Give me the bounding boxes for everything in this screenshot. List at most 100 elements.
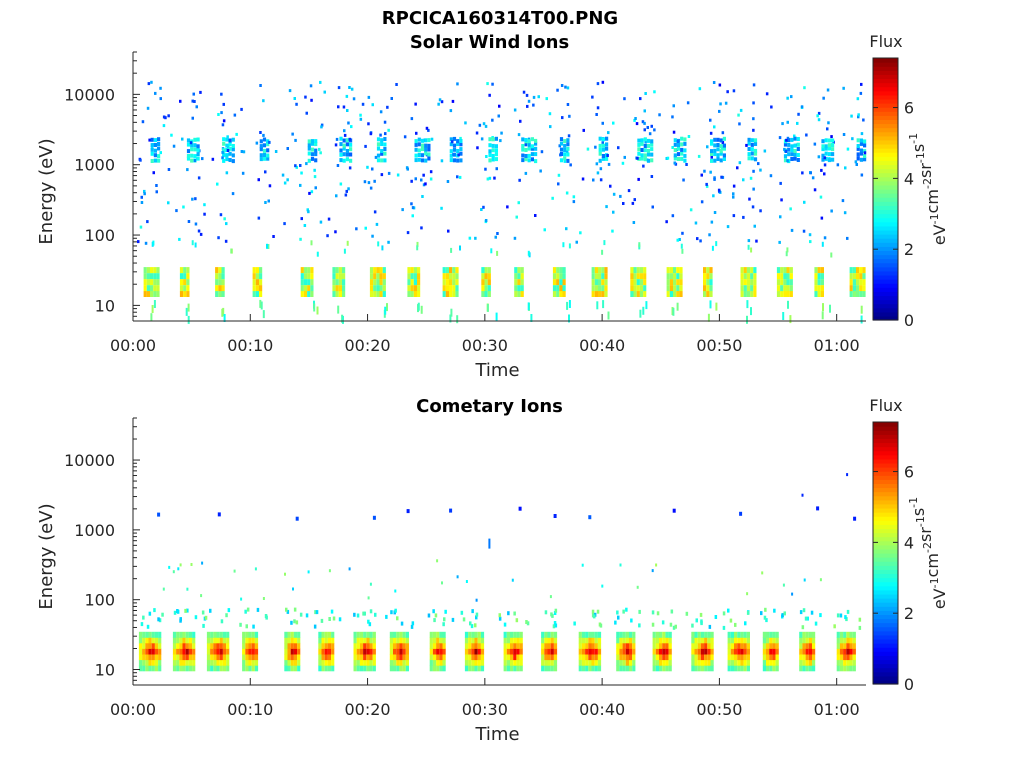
colorbar-swatch — [873, 454, 898, 460]
heatmap-cell — [599, 178, 603, 182]
heatmap-cell — [413, 273, 417, 280]
heatmap-cell — [457, 153, 460, 157]
heatmap-cell — [719, 138, 723, 143]
heatmap-cell — [297, 637, 301, 644]
heatmap-cell — [830, 252, 833, 258]
heatmap-cell — [630, 618, 633, 623]
heatmap-cell — [833, 624, 836, 629]
heatmap-cell — [151, 637, 155, 644]
heatmap-cell — [484, 124, 488, 128]
heatmap-cell — [480, 642, 485, 649]
heatmap-cell — [304, 95, 307, 99]
heatmap-cell — [596, 82, 600, 86]
heatmap-cell — [471, 642, 475, 649]
heatmap-cell — [468, 631, 472, 638]
heatmap-cell — [820, 273, 824, 280]
heatmap-cell — [636, 156, 639, 160]
heatmap-cell — [691, 659, 695, 666]
colorbar-swatch — [873, 291, 898, 297]
heatmap-cell — [604, 285, 608, 292]
heatmap-cell — [220, 92, 223, 96]
heatmap-cell — [783, 273, 787, 280]
heatmap-cell — [235, 132, 238, 136]
heatmap-cell — [722, 136, 726, 141]
heatmap-cells — [137, 80, 867, 324]
heatmap-cell — [427, 147, 431, 152]
heatmap-cell — [186, 142, 191, 147]
heatmap-cell — [475, 612, 479, 617]
colorbar-swatch — [873, 507, 898, 513]
heatmap-cell — [494, 144, 498, 149]
heatmap-cell — [255, 279, 259, 286]
heatmap-cell — [286, 178, 289, 182]
heatmap-cell — [416, 241, 419, 247]
heatmap-cell — [743, 637, 747, 644]
heatmap-cell — [594, 279, 598, 286]
heatmap-cell — [420, 147, 425, 151]
heatmap-cell — [394, 589, 397, 593]
heatmap-cell — [218, 273, 222, 280]
heatmap-cell — [581, 665, 586, 672]
heatmap-cell — [283, 222, 286, 226]
colorbar-swatch — [873, 315, 898, 321]
heatmap-cell — [627, 189, 631, 193]
heatmap-cell — [442, 642, 446, 649]
heatmap-cell — [356, 665, 360, 672]
heatmap-cell — [519, 119, 522, 123]
heatmap-cell — [594, 642, 598, 649]
heatmap-cell — [488, 176, 492, 180]
heatmap-cell — [700, 654, 705, 661]
heatmap-cell — [222, 631, 227, 638]
heatmap-cell — [676, 238, 679, 242]
heatmap-cell — [151, 654, 155, 661]
heatmap-cell — [186, 279, 190, 286]
heatmap-cell — [221, 279, 225, 286]
y-axis-label: Energy (eV) — [36, 503, 57, 609]
heatmap-cell — [307, 158, 311, 163]
heatmap-cell — [359, 654, 364, 661]
heatmap-cell — [314, 142, 318, 147]
heatmap-cell — [636, 585, 639, 589]
heatmap-cell — [168, 565, 171, 569]
heatmap-cell — [254, 642, 259, 649]
heatmap-cell — [519, 648, 523, 655]
heatmap-cell — [262, 597, 265, 600]
heatmap-cell — [254, 648, 259, 655]
heatmap-cell — [456, 142, 460, 146]
heatmap-cell — [154, 665, 159, 672]
heatmap-cell — [687, 135, 691, 138]
heatmap-cell — [652, 637, 656, 644]
heatmap-cell — [634, 117, 637, 120]
heatmap-cell — [226, 149, 230, 152]
heatmap-cell — [704, 665, 708, 672]
heatmap-cell — [248, 642, 252, 649]
heatmap-cell — [389, 654, 393, 661]
heatmap-cell — [740, 648, 744, 655]
heatmap-cell — [432, 648, 437, 655]
heatmap-cell — [715, 302, 718, 311]
heatmap-cell — [716, 157, 720, 161]
heatmap-cell — [480, 208, 483, 211]
heatmap-cell — [598, 147, 602, 152]
heatmap-cell — [390, 610, 393, 615]
heatmap-cell — [862, 273, 866, 280]
colorbar-swatch — [873, 475, 898, 480]
heatmap-cell — [369, 659, 373, 666]
heatmap-cell — [597, 637, 602, 644]
heatmap-cell — [297, 659, 301, 666]
heatmap-cell — [186, 285, 190, 292]
heatmap-cell — [686, 101, 690, 105]
heatmap-cell — [459, 142, 463, 147]
heatmap-cell — [387, 128, 390, 132]
heatmap-cell — [547, 631, 551, 638]
heatmap-cell — [381, 245, 384, 251]
heatmap-cell — [452, 291, 456, 297]
heatmap-cell — [862, 279, 866, 286]
heatmap-cell — [411, 621, 415, 626]
heatmap-cell — [633, 285, 637, 292]
heatmap-cell — [494, 235, 497, 239]
y-tick-label: 10000 — [64, 85, 115, 104]
colorbar-swatch — [873, 78, 898, 84]
heatmap-cell — [707, 659, 711, 666]
heatmap-cell — [650, 142, 654, 147]
